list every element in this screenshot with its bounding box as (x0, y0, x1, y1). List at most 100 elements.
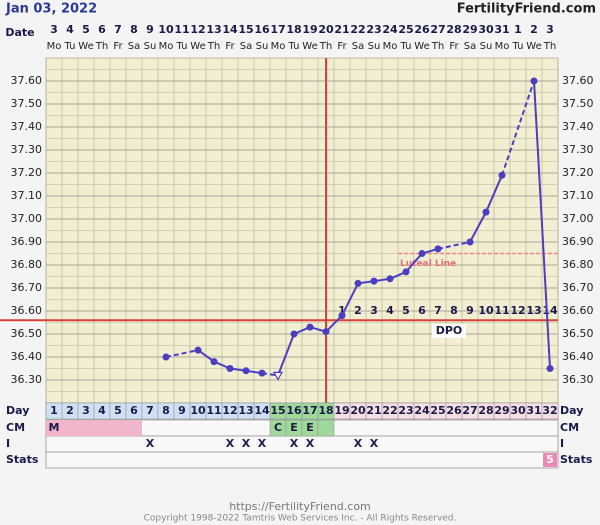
cycle-day: 12 (222, 404, 237, 417)
dpo-box (432, 324, 466, 338)
cycle-day: 14 (254, 404, 270, 417)
temp-point (338, 312, 346, 320)
intercourse: X (354, 437, 363, 450)
y-tick-label-right: 36.30 (562, 373, 594, 386)
temp-point (194, 346, 202, 354)
cycle-day: 13 (238, 404, 253, 417)
temp-point (210, 358, 218, 366)
cycle-day: 32 (542, 404, 557, 417)
luteal-label: Luteal Line (400, 259, 456, 269)
temp-line (533, 80, 551, 369)
date: 24 (382, 23, 398, 36)
weekday: Th (207, 41, 220, 52)
dpo-label: DPO (436, 324, 463, 337)
weekday: Su (480, 41, 493, 52)
date: 21 (334, 23, 349, 36)
cm-cell (126, 420, 142, 436)
cycle-day: 27 (462, 404, 477, 417)
copyright: Copyright 1998-2022 Tamtris Web Services… (144, 514, 457, 524)
cycle-day: 6 (130, 404, 138, 417)
date: 25 (398, 23, 413, 36)
dpo: 5 (402, 304, 410, 317)
weekday: We (190, 41, 205, 52)
cycle-day: 30 (510, 404, 526, 417)
y-tick-label: 36.90 (11, 235, 43, 248)
temp-line (325, 314, 343, 333)
intercourse: X (226, 437, 235, 450)
temp-point (418, 250, 426, 257)
date: 28 (446, 23, 461, 36)
weekday: Fr (337, 41, 347, 52)
cm-cell (110, 420, 126, 436)
dpo: 7 (434, 304, 442, 317)
cycle-day: 4 (98, 404, 106, 417)
intercourse: X (242, 437, 251, 450)
y-tick-label-right: 37.10 (562, 189, 594, 202)
weekday: Mo (495, 41, 510, 52)
row-bg (45, 435, 559, 453)
date: 3 (546, 23, 554, 36)
dpo: 12 (510, 304, 525, 317)
cycle-day: 31 (526, 404, 541, 417)
weekday: Sa (464, 41, 476, 52)
weekday: We (526, 41, 541, 52)
row-label-right: CM (560, 421, 579, 434)
cycle-day: 15 (270, 404, 285, 417)
temp-point (482, 208, 490, 216)
date-label: Date (5, 26, 34, 39)
date: 1 (514, 23, 522, 36)
temp-point (290, 330, 298, 338)
y-tick-label: 37.30 (11, 143, 43, 156)
cycle-day: 11 (206, 404, 221, 417)
date: 15 (238, 23, 253, 36)
y-tick-label-right: 37.50 (562, 97, 594, 110)
cycle-day: 7 (146, 404, 154, 417)
weekday: We (302, 41, 317, 52)
stats: 5 (546, 453, 554, 466)
temp-point (370, 277, 378, 285)
weekday: Mo (383, 41, 398, 52)
cycle-day: 24 (414, 404, 430, 417)
cm: C (274, 421, 282, 434)
temp-point (354, 279, 362, 287)
y-tick-label: 37.10 (11, 189, 43, 202)
cm: E (306, 421, 314, 434)
y-tick-label-right: 37.60 (562, 74, 594, 87)
weekday: Sa (352, 41, 364, 52)
temp-point (162, 353, 170, 361)
y-tick-label: 36.80 (11, 258, 43, 271)
weekday: Sa (240, 41, 252, 52)
weekday: Fr (113, 41, 123, 52)
date: 23 (366, 23, 381, 36)
temp-point (466, 238, 474, 246)
stats-cell (543, 453, 557, 467)
weekday: Sa (128, 41, 140, 52)
dpo: 10 (478, 304, 494, 317)
weekday: Tu (400, 41, 412, 52)
weekday: Th (319, 41, 332, 52)
row-label-right: Stats (560, 453, 593, 466)
date: 17 (270, 23, 285, 36)
row-label: Day (6, 404, 29, 417)
cycle-day: 1 (50, 404, 58, 417)
date: 6 (98, 23, 106, 36)
dpo: 9 (466, 304, 474, 317)
y-tick-label-right: 37.40 (562, 120, 594, 133)
y-tick-label-right: 36.90 (562, 235, 594, 248)
date: 16 (254, 23, 270, 36)
temp-line (469, 211, 487, 243)
date: 7 (114, 23, 122, 36)
weekday: Mo (47, 41, 62, 52)
y-tick-label-right: 36.40 (562, 350, 594, 363)
dpo: 6 (418, 304, 426, 317)
weekday: Mo (159, 41, 174, 52)
row-label-right: Day (560, 404, 583, 417)
temp-line-dashed (165, 349, 199, 358)
cm: M (49, 421, 60, 434)
temp-point (402, 268, 410, 276)
y-tick-label: 36.40 (11, 350, 43, 363)
temp-point (258, 369, 266, 377)
weekday: Su (256, 41, 269, 52)
y-tick-label: 36.60 (11, 304, 43, 317)
